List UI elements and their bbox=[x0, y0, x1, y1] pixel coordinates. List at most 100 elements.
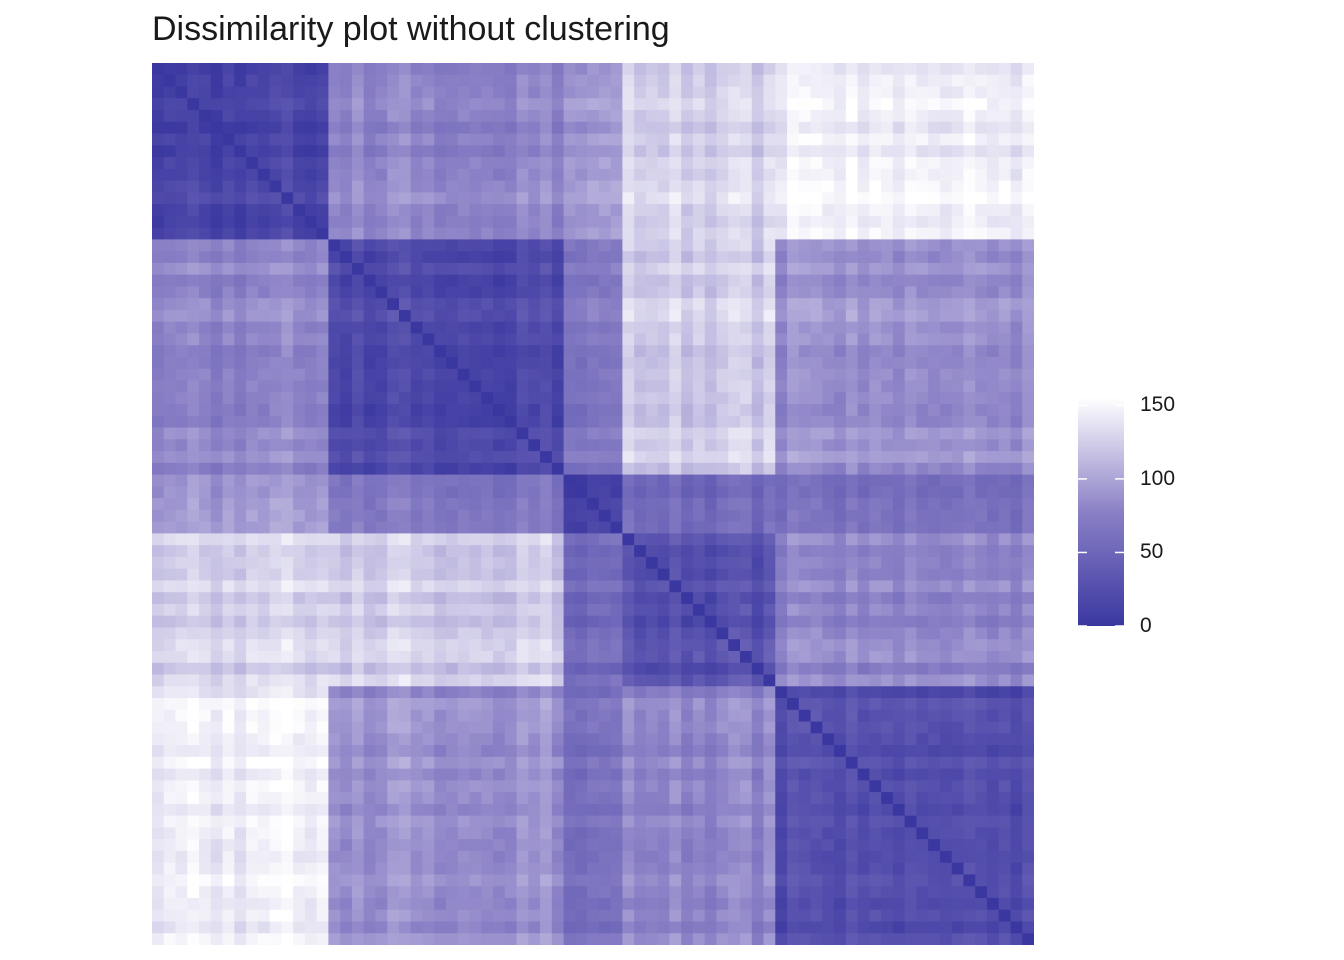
heatmap-cell bbox=[881, 662, 894, 676]
heatmap-cell bbox=[869, 392, 882, 405]
heatmap-cell bbox=[728, 345, 741, 358]
heatmap-cell bbox=[657, 333, 671, 346]
heatmap-cell bbox=[610, 86, 623, 99]
heatmap-cell bbox=[939, 768, 953, 781]
heatmap-cell bbox=[610, 309, 623, 323]
heatmap-cell bbox=[422, 486, 435, 499]
heatmap-cell bbox=[716, 439, 729, 452]
chart-title: Dissimilarity plot without clustering bbox=[152, 10, 670, 48]
heatmap-cell bbox=[163, 133, 177, 146]
heatmap-cell bbox=[916, 792, 929, 805]
heatmap-cell bbox=[457, 392, 471, 405]
heatmap-cell bbox=[775, 709, 788, 723]
heatmap-cell bbox=[669, 274, 682, 288]
heatmap-cell bbox=[728, 498, 741, 511]
heatmap-cell bbox=[751, 498, 765, 511]
heatmap-cell bbox=[446, 286, 459, 299]
heatmap-cell bbox=[434, 662, 447, 676]
heatmap-cell bbox=[963, 486, 976, 499]
heatmap-cell bbox=[481, 639, 494, 652]
heatmap-cell bbox=[892, 427, 906, 440]
heatmap-cell bbox=[975, 592, 988, 605]
heatmap-cell bbox=[986, 192, 1000, 205]
heatmap-cell bbox=[504, 368, 518, 382]
heatmap-cell bbox=[728, 274, 741, 288]
heatmap-cell bbox=[810, 556, 823, 570]
heatmap-cell bbox=[892, 674, 906, 687]
heatmap-cell bbox=[822, 780, 835, 793]
heatmap-cell bbox=[822, 157, 835, 170]
heatmap-cell bbox=[892, 251, 906, 264]
heatmap-cell bbox=[187, 686, 200, 699]
heatmap-cell bbox=[516, 274, 529, 288]
heatmap-cell bbox=[775, 121, 788, 135]
heatmap-cell bbox=[775, 110, 788, 123]
heatmap-cell bbox=[457, 639, 471, 652]
heatmap-cell bbox=[551, 157, 565, 170]
heatmap-cell bbox=[834, 321, 847, 335]
heatmap-cell bbox=[704, 110, 718, 123]
heatmap-cell bbox=[598, 180, 612, 193]
heatmap-cell bbox=[669, 545, 682, 558]
heatmap-cell bbox=[163, 486, 177, 499]
heatmap-cell bbox=[234, 580, 247, 593]
heatmap-cell bbox=[222, 168, 235, 182]
heatmap-cell bbox=[281, 639, 294, 652]
heatmap-cell bbox=[681, 192, 694, 205]
heatmap-cell bbox=[669, 674, 682, 687]
heatmap-cell bbox=[293, 121, 306, 135]
heatmap-cell bbox=[434, 121, 447, 135]
heatmap-cell bbox=[822, 309, 835, 323]
heatmap-cell bbox=[904, 674, 917, 687]
heatmap-cell bbox=[598, 427, 612, 440]
heatmap-cell bbox=[622, 733, 635, 746]
heatmap-cell bbox=[939, 662, 953, 676]
heatmap-cell bbox=[410, 568, 424, 582]
heatmap-cell bbox=[751, 674, 765, 687]
heatmap-cell bbox=[516, 521, 529, 534]
heatmap-cell bbox=[951, 615, 965, 629]
heatmap-cell bbox=[598, 404, 612, 417]
heatmap-cell bbox=[657, 686, 671, 699]
heatmap-cell bbox=[645, 674, 659, 687]
heatmap-cell bbox=[857, 262, 870, 276]
heatmap-cell bbox=[1010, 745, 1023, 758]
heatmap-cell bbox=[798, 486, 812, 499]
heatmap-cell bbox=[657, 698, 671, 711]
heatmap-cell bbox=[869, 63, 882, 76]
heatmap-cell bbox=[963, 498, 976, 511]
heatmap-cell bbox=[857, 627, 870, 640]
heatmap-cell bbox=[692, 86, 706, 99]
heatmap-cell bbox=[175, 368, 188, 382]
heatmap-cell bbox=[563, 286, 576, 299]
heatmap-cell bbox=[540, 651, 553, 664]
heatmap-cell bbox=[857, 439, 870, 452]
heatmap-cell bbox=[351, 615, 365, 629]
heatmap-cell bbox=[798, 603, 812, 617]
heatmap-cell bbox=[657, 309, 671, 323]
heatmap-cell bbox=[692, 121, 706, 135]
heatmap-cell bbox=[963, 74, 976, 88]
heatmap-cell bbox=[634, 309, 647, 323]
heatmap-cell bbox=[869, 792, 882, 805]
heatmap-cell bbox=[857, 474, 870, 487]
heatmap-cell bbox=[716, 756, 729, 770]
heatmap-cell bbox=[986, 157, 1000, 170]
heatmap-cell bbox=[210, 274, 224, 288]
heatmap-cell bbox=[610, 651, 623, 664]
heatmap-cell bbox=[787, 615, 800, 629]
heatmap-cell bbox=[881, 780, 894, 793]
heatmap-cell bbox=[622, 462, 635, 476]
heatmap-cell bbox=[857, 780, 870, 793]
heatmap-cell bbox=[892, 603, 906, 617]
heatmap-cell bbox=[587, 556, 600, 570]
heatmap-cell bbox=[398, 533, 412, 546]
heatmap-cell bbox=[622, 192, 635, 205]
heatmap-cell bbox=[845, 509, 859, 523]
heatmap-cell bbox=[422, 86, 435, 99]
heatmap-cell bbox=[598, 521, 612, 534]
heatmap-cell bbox=[998, 756, 1012, 770]
heatmap-cell bbox=[857, 768, 870, 781]
heatmap-cell bbox=[363, 345, 377, 358]
heatmap-cell bbox=[939, 709, 953, 723]
